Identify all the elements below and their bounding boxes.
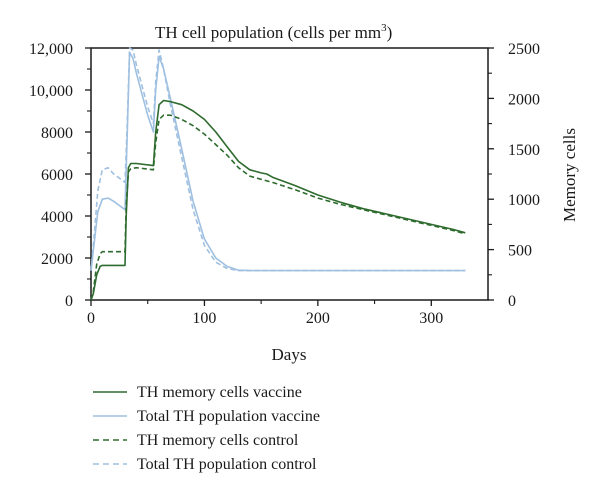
left-y-tick-label: 6000 (41, 167, 73, 184)
legend-label-total-th-population-control: Total TH population control (137, 456, 317, 473)
right-y-tick-label: 2000 (508, 91, 540, 108)
legend: TH memory cells vaccine Total TH populati… (93, 384, 320, 473)
legend-label-total-th-population-vaccine: Total TH population vaccine (137, 408, 320, 425)
legend-label-th-memory-cells-vaccine: TH memory cells vaccine (137, 384, 302, 401)
series-layer (90, 47, 466, 301)
chart-title-main: TH cell population (cells per mm (155, 23, 381, 42)
chart-title-suffix: ) (387, 23, 393, 42)
chart-title: TH cell population (cells per mm3) (155, 22, 392, 42)
right-y-tick-label: 1500 (508, 142, 540, 159)
right-y-tick-label: 500 (508, 243, 532, 260)
plot-frame (90, 47, 489, 301)
left-y-tick-label: 0 (65, 293, 73, 310)
left-y-tick-label: 4000 (41, 209, 73, 226)
x-axis-title: Days (272, 345, 307, 364)
right-y-tick-label: 2500 (508, 41, 540, 58)
right-y-axis-title: Memory cells (560, 128, 579, 222)
right-y-tick-label: 0 (508, 293, 516, 310)
right-y-tick-label: 1000 (508, 192, 540, 209)
x-tick-label: 200 (306, 310, 330, 327)
x-tick-label: 100 (192, 310, 216, 327)
x-tick-label: 0 (87, 310, 95, 327)
left-y-tick-label: 10,000 (29, 83, 73, 100)
series-line-total-th-population-control (90, 47, 466, 272)
left-y-tick-label: 12,000 (29, 41, 73, 58)
chart-title-superscript: 3 (381, 22, 387, 34)
ticks-layer: 0 100 200 300 0 2000 4000 6000 8000 10,000 12,000 0… (29, 41, 540, 327)
x-tick-label: 300 (419, 310, 443, 327)
legend-label-th-memory-cells-control: TH memory cells control (137, 432, 299, 449)
left-y-tick-label: 2000 (41, 251, 73, 268)
left-y-tick-label: 8000 (41, 125, 73, 142)
series-line-th-memory-cells-control (90, 114, 466, 301)
series-line-total-th-population-vaccine (90, 51, 466, 272)
